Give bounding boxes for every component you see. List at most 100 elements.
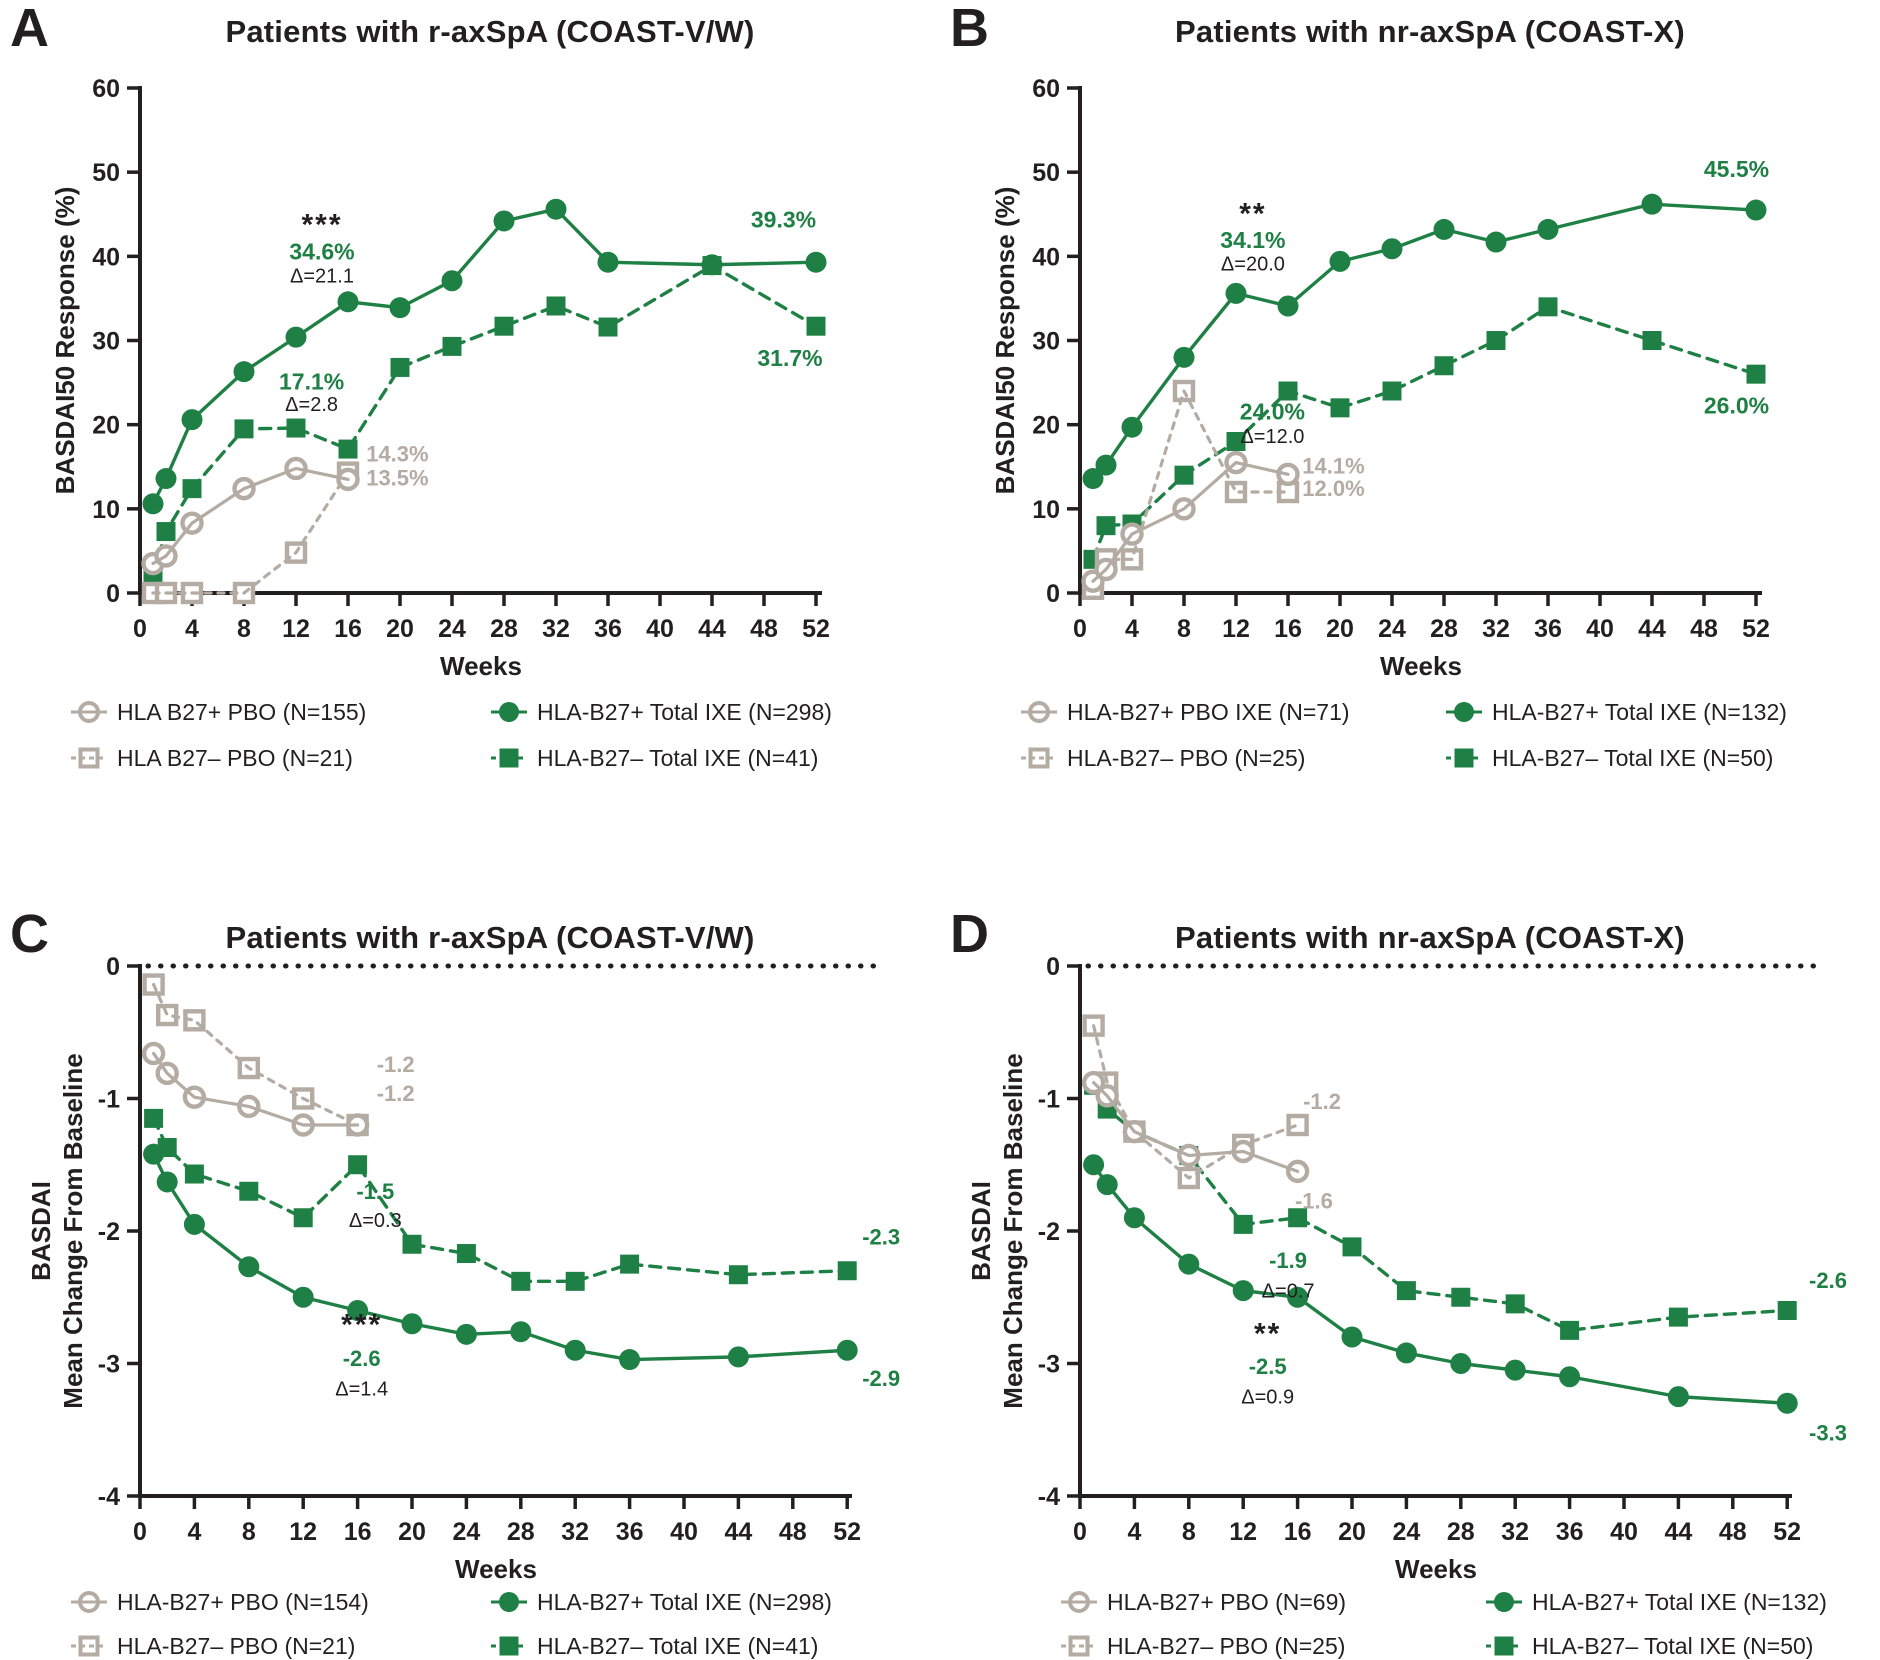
- svg-text:20: 20: [92, 412, 120, 440]
- svg-text:40: 40: [646, 615, 674, 643]
- svg-text:0: 0: [106, 953, 120, 981]
- panel-d-letter: D: [950, 904, 989, 964]
- svg-text:48: 48: [1719, 1518, 1747, 1546]
- svg-text:0: 0: [133, 1518, 147, 1546]
- svg-text:36: 36: [616, 1518, 644, 1546]
- svg-text:52: 52: [802, 615, 830, 643]
- svg-text:34.6%: 34.6%: [289, 239, 354, 265]
- svg-text:24: 24: [1392, 1518, 1420, 1546]
- legend-label: HLA-B27+ PBO (N=154): [117, 1588, 369, 1615]
- legend-item: HLA B27– PBO (N=21): [70, 744, 353, 772]
- legend-label: HLA-B27+ Total IXE (N=132): [1492, 698, 1787, 725]
- svg-text:-3: -3: [98, 1351, 120, 1379]
- panel-a-letter: A: [10, 0, 49, 58]
- legend-label: HLA-B27– Total IXE (N=41): [537, 1632, 819, 1659]
- svg-text:48: 48: [779, 1518, 807, 1546]
- svg-text:4: 4: [187, 1518, 201, 1546]
- svg-text:BASDAI50 Response (%): BASDAI50 Response (%): [990, 187, 1020, 495]
- svg-text:-1.5: -1.5: [356, 1179, 394, 1204]
- svg-text:30: 30: [1032, 328, 1060, 356]
- svg-text:28: 28: [1430, 615, 1458, 643]
- svg-text:30: 30: [92, 328, 120, 356]
- svg-text:BASDAI: BASDAI: [966, 1181, 996, 1281]
- svg-text:13.5%: 13.5%: [366, 465, 428, 490]
- svg-text:44: 44: [698, 615, 726, 643]
- panel-c-letter: C: [10, 904, 49, 964]
- svg-text:Δ=0.3: Δ=0.3: [349, 1210, 402, 1232]
- legend-label: HLA-B27– PBO (N=21): [117, 1632, 356, 1659]
- svg-text:Weeks: Weeks: [1380, 651, 1462, 678]
- svg-text:24: 24: [438, 615, 466, 643]
- legend-item: HLA-B27– Total IXE (N=41): [490, 744, 818, 772]
- svg-text:-4: -4: [98, 1483, 120, 1511]
- svg-text:52: 52: [833, 1518, 861, 1546]
- svg-text:20: 20: [1326, 615, 1354, 643]
- legend-item: HLA B27+ PBO (N=155): [70, 698, 366, 726]
- open-circle-marker-icon: [71, 1591, 107, 1613]
- legend-item: HLA-B27– PBO (N=25): [1020, 744, 1305, 772]
- legend-label: HLA-B27– PBO (N=25): [1107, 1632, 1346, 1659]
- svg-text:-2.9: -2.9: [862, 1366, 900, 1391]
- svg-text:-1: -1: [1038, 1086, 1060, 1114]
- legend-label: HLA-B27+ PBO (N=69): [1107, 1588, 1347, 1615]
- panel-a-title: Patients with r-axSpA (COAST-V/W): [225, 14, 755, 49]
- svg-text:44: 44: [724, 1518, 752, 1546]
- panel-d: D Patients with nr-axSpA (COAST-X) 0 -1 -2…: [940, 820, 1880, 1659]
- legend-item: HLA-B27– Total IXE (N=50): [1485, 1632, 1813, 1660]
- legend-label: HLA B27– PBO (N=21): [117, 744, 353, 771]
- svg-text:-1.2: -1.2: [1303, 1089, 1341, 1114]
- svg-text:45.5%: 45.5%: [1704, 156, 1769, 182]
- svg-text:32: 32: [542, 615, 570, 643]
- svg-text:20: 20: [398, 1518, 426, 1546]
- svg-text:12.0%: 12.0%: [1302, 476, 1364, 501]
- svg-text:48: 48: [1690, 615, 1718, 643]
- svg-text:34.1%: 34.1%: [1220, 227, 1285, 253]
- svg-text:Weeks: Weeks: [440, 651, 522, 678]
- svg-text:24.0%: 24.0%: [1240, 399, 1305, 425]
- svg-text:20: 20: [386, 615, 414, 643]
- filled-square-marker-icon: [1486, 1636, 1522, 1656]
- svg-text:44: 44: [1638, 615, 1666, 643]
- svg-text:Δ=21.1: Δ=21.1: [290, 265, 354, 287]
- svg-text:-1.2: -1.2: [377, 1081, 415, 1106]
- panel-c: C Patients with r-axSpA (COAST-V/W) 0 -1 -…: [0, 820, 940, 1659]
- svg-text:8: 8: [1182, 1518, 1196, 1546]
- svg-text:-1: -1: [98, 1086, 120, 1114]
- svg-text:-2: -2: [98, 1218, 120, 1246]
- panel-b-letter: B: [950, 0, 989, 58]
- svg-text:16: 16: [344, 1518, 372, 1546]
- svg-text:Δ=0.7: Δ=0.7: [1262, 1280, 1315, 1302]
- open-square-marker-icon: [71, 1635, 107, 1657]
- svg-text:40: 40: [1610, 1518, 1638, 1546]
- svg-text:28: 28: [1447, 1518, 1475, 1546]
- svg-text:-3.3: -3.3: [1809, 1420, 1847, 1445]
- svg-text:8: 8: [242, 1518, 256, 1546]
- legend-item: HLA-B27+ Total IXE (N=132): [1445, 698, 1787, 726]
- panel-b: B Patients with nr-axSpA (COAST-X) 0 10 20…: [940, 0, 1880, 820]
- filled-circle-marker-icon: [1446, 702, 1482, 722]
- panel-d-title: Patients with nr-axSpA (COAST-X): [1175, 920, 1685, 955]
- legend-label: HLA B27+ PBO (N=155): [117, 698, 367, 725]
- svg-text:**: **: [1254, 1318, 1281, 1351]
- svg-text:26.0%: 26.0%: [1704, 393, 1769, 419]
- svg-text:50: 50: [92, 159, 120, 187]
- svg-text:-4: -4: [1038, 1483, 1060, 1511]
- svg-text:-2.3: -2.3: [862, 1224, 900, 1249]
- legend-label: HLA-B27+ Total IXE (N=298): [537, 698, 832, 725]
- svg-text:28: 28: [490, 615, 518, 643]
- legend-label: HLA-B27+ Total IXE (N=132): [1532, 1588, 1827, 1615]
- open-circle-marker-icon: [71, 701, 107, 723]
- svg-text:0: 0: [133, 615, 147, 643]
- svg-text:60: 60: [1032, 75, 1060, 103]
- legend-label: HLA-B27– Total IXE (N=50): [1492, 744, 1774, 771]
- svg-text:14.3%: 14.3%: [366, 442, 428, 467]
- svg-text:-2.6: -2.6: [1809, 1268, 1847, 1293]
- svg-text:***: ***: [341, 1308, 382, 1341]
- svg-text:4: 4: [1127, 1518, 1141, 1546]
- filled-square-marker-icon: [1446, 748, 1482, 768]
- legend-item: HLA-B27– PBO (N=25): [1060, 1632, 1345, 1660]
- svg-text:-2.6: -2.6: [343, 1346, 381, 1371]
- legend-label: HLA-B27+ Total IXE (N=298): [537, 1588, 832, 1615]
